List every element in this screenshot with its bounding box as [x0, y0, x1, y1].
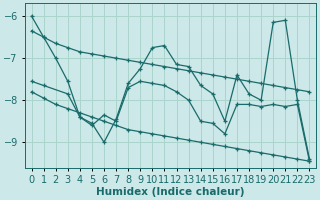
X-axis label: Humidex (Indice chaleur): Humidex (Indice chaleur)	[96, 187, 245, 197]
